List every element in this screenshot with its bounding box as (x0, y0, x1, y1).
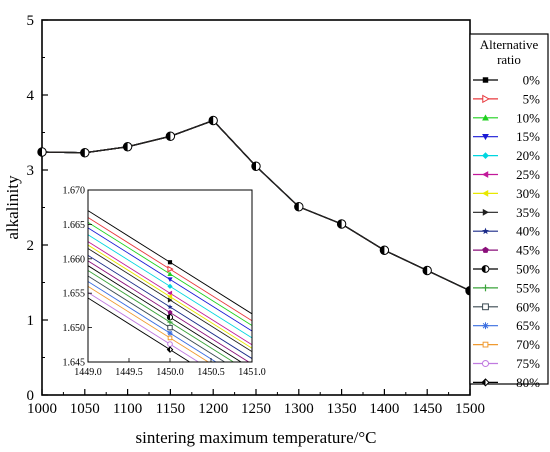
marker-triangle-right (482, 208, 489, 216)
data-point-fill (251, 162, 256, 171)
marker-triangle-right-open (167, 265, 174, 273)
y-axis-label: alkalinity (3, 175, 22, 240)
marker-star (482, 227, 489, 235)
legend-label: 45% (516, 243, 540, 258)
data-point-fill (80, 148, 85, 157)
legend-label: 35% (516, 205, 540, 220)
marker-square (167, 260, 173, 265)
x-axis-label: sintering maximum temperature/°C (136, 428, 377, 447)
marker-asterisk-arm (482, 322, 489, 329)
marker-half-diamond (167, 347, 170, 353)
x-tick-label: 1200 (198, 401, 228, 417)
inset-y-tick-label: 1.660 (63, 254, 86, 265)
y-tick-label: 3 (27, 163, 35, 179)
marker-square-open (167, 335, 173, 341)
legend-label: 10% (516, 110, 540, 125)
marker-square-open (482, 341, 489, 348)
marker-circle-open (167, 341, 173, 347)
legend-title-line: Alternative (480, 37, 539, 52)
x-tick-label: 1100 (113, 401, 142, 417)
x-tick-label: 1500 (455, 401, 485, 417)
legend-label: 75% (516, 356, 540, 371)
inset-y-tick-label: 1.665 (63, 220, 86, 231)
x-tick-label: 1000 (27, 401, 57, 417)
legend-label: 70% (516, 337, 540, 352)
marker-half-circle (167, 314, 170, 320)
main-plot-area: 1000 1050 1100 1150 1200 1250 1300 1350 1400 1450… (27, 13, 486, 417)
inset-x-tick-label: 1450.5 (197, 367, 225, 378)
legend-label: 15% (516, 129, 540, 144)
marker-triangle-up (482, 114, 489, 121)
legend-label: 20% (516, 148, 540, 163)
marker-triangle-right (167, 297, 173, 303)
legend-label: 30% (516, 186, 540, 201)
data-point-fill (465, 286, 470, 295)
inset-x-tick-label: 1450.0 (156, 367, 184, 378)
marker-triangle-down (167, 277, 173, 283)
legend-label: 55% (516, 280, 540, 295)
legend-label: 0% (523, 73, 541, 88)
marker-triangle-left (167, 294, 173, 300)
marker-asterisk-arm (167, 330, 173, 336)
marker-square-open (482, 303, 489, 311)
legend-label: 80% (516, 375, 540, 390)
data-point-fill (37, 147, 42, 157)
marker-pentagon (482, 246, 489, 253)
legend-label: 5% (523, 91, 541, 106)
inset-x-tick-label: 1449.0 (74, 367, 102, 378)
marker-square (482, 77, 489, 83)
data-point-fill (123, 142, 128, 151)
marker-triangle-up (167, 271, 173, 277)
marker-diamond (482, 152, 489, 159)
y-tick-label: 0 (27, 388, 35, 404)
marker-circle-open (481, 359, 490, 368)
data-point-fill (380, 246, 385, 255)
legend-label: 40% (516, 224, 540, 239)
inset-x-tick-label: 1449.5 (115, 367, 143, 378)
data-point-fill (166, 132, 171, 141)
y-tick-label: 2 (27, 238, 35, 254)
marker-pentagon (167, 309, 173, 315)
y-tick-label: 1 (27, 313, 35, 329)
marker-triangle-right-open (482, 94, 490, 104)
x-tick-label: 1250 (241, 401, 271, 417)
marker-triangle-left (167, 290, 173, 296)
inset-x-tick-label: 1451.0 (238, 367, 266, 378)
inset-y-tick-label: 1.655 (63, 289, 86, 300)
legend-title-line: ratio (497, 52, 521, 67)
legend-label: 25% (516, 167, 540, 182)
inset-y-tick-label: 1.650 (63, 323, 86, 334)
marker-half-circle (482, 265, 486, 273)
data-point-fill (337, 219, 342, 229)
marker-diamond (167, 283, 173, 289)
marker-star (167, 304, 173, 310)
data-point-fill (423, 266, 428, 275)
x-tick-label: 1400 (369, 401, 399, 417)
x-tick-label: 1450 (412, 401, 442, 417)
y-tick-label: 5 (27, 13, 35, 29)
data-point-fill (209, 116, 214, 125)
marker-triangle-left (482, 171, 489, 178)
inset-markers (166, 260, 174, 353)
inset-y-tick-label: 1.670 (63, 186, 86, 197)
x-tick-label: 1050 (70, 401, 100, 417)
legend-label: 65% (516, 318, 540, 333)
legend-label: 60% (516, 299, 540, 314)
inset-y-tick-label: 1.645 (63, 358, 86, 369)
x-tick-label: 1350 (327, 401, 357, 417)
marker-triangle-down (482, 133, 489, 141)
y-tick-label: 4 (27, 88, 35, 104)
marker-square-open (167, 324, 173, 331)
marker-half-diamond (482, 379, 486, 386)
x-tick-label: 1300 (284, 401, 314, 417)
legend-label: 50% (516, 262, 540, 277)
inset-plot: 1449.0 1449.5 1450.0 1450.5 1451.0 1.645 1.650… (63, 182, 266, 384)
x-tick-label: 1150 (156, 401, 185, 417)
data-point-fill (294, 202, 299, 211)
marker-triangle-left (482, 190, 489, 197)
